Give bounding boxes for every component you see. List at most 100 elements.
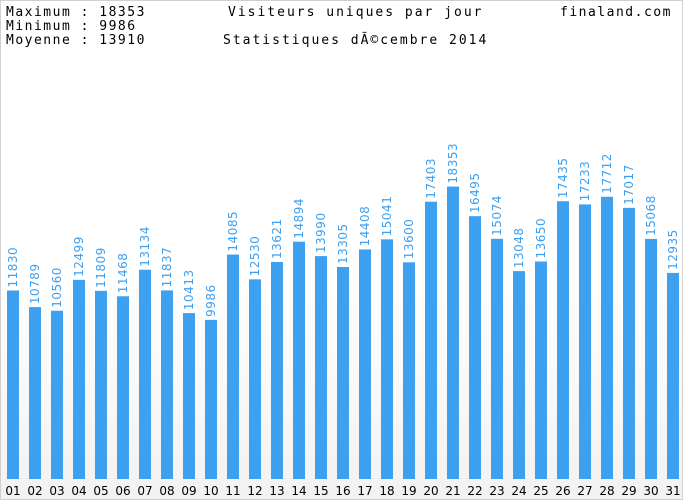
- bar-11: [227, 254, 239, 479]
- bar-13: [271, 261, 283, 479]
- maximum-stat: Maximum : 18353: [6, 5, 146, 20]
- bar-15: [315, 256, 327, 479]
- x-tick-label-02: 02: [27, 484, 42, 498]
- bar-20: [425, 201, 437, 479]
- value-label-08: 11837: [160, 247, 174, 288]
- bar-14: [293, 241, 305, 479]
- bar-29: [623, 207, 635, 479]
- x-tick-label-28: 28: [599, 484, 614, 498]
- x-tick-label-26: 26: [555, 484, 570, 498]
- bar-06: [117, 296, 129, 479]
- x-tick-label-11: 11: [225, 484, 240, 498]
- value-label-27: 17233: [578, 161, 592, 202]
- minimum-stat: Minimum : 9986: [6, 19, 137, 34]
- value-label-31: 12935: [666, 229, 680, 270]
- value-label-04: 12499: [72, 236, 86, 277]
- average-stat: Moyenne : 13910: [6, 33, 146, 48]
- value-label-15: 13990: [314, 212, 328, 253]
- value-label-18: 15041: [380, 196, 394, 237]
- x-tick-label-29: 29: [621, 484, 636, 498]
- bar-24: [513, 271, 525, 479]
- value-label-17: 14408: [358, 206, 372, 247]
- x-tick-label-05: 05: [93, 484, 108, 498]
- value-label-28: 17712: [600, 153, 614, 194]
- value-label-20: 17403: [424, 158, 438, 199]
- x-tick-label-07: 07: [137, 484, 152, 498]
- value-label-12: 12530: [248, 236, 262, 277]
- x-tick-label-19: 19: [401, 484, 416, 498]
- x-tick-label-03: 03: [49, 484, 64, 498]
- value-label-10: 9986: [204, 284, 218, 317]
- bar-23: [491, 238, 503, 479]
- bar-08: [161, 290, 173, 479]
- bar-05: [95, 290, 107, 479]
- x-tick-label-08: 08: [159, 484, 174, 498]
- x-tick-label-04: 04: [71, 484, 86, 498]
- bar-26: [557, 201, 569, 479]
- value-label-01: 11830: [6, 247, 20, 288]
- value-label-13: 13621: [270, 218, 284, 259]
- value-label-07: 13134: [138, 226, 152, 267]
- bar-22: [469, 216, 481, 479]
- site-name: finaland.com: [560, 5, 672, 20]
- x-tick-label-09: 09: [181, 484, 196, 498]
- value-label-19: 13600: [402, 219, 416, 260]
- bar-01: [7, 290, 19, 479]
- x-tick-label-23: 23: [489, 484, 504, 498]
- bar-21: [447, 186, 459, 479]
- x-tick-label-14: 14: [291, 484, 306, 498]
- bar-31: [667, 272, 679, 479]
- value-label-09: 10413: [182, 269, 196, 310]
- value-label-14: 14894: [292, 198, 306, 239]
- value-label-02: 10789: [28, 263, 42, 304]
- value-label-22: 16495: [468, 172, 482, 213]
- bar-18: [381, 239, 393, 479]
- chart-subtitle: Statistiques dÃ©cembre 2014: [223, 33, 489, 48]
- x-tick-label-13: 13: [269, 484, 284, 498]
- bar-30: [645, 238, 657, 479]
- value-label-05: 11809: [94, 247, 108, 288]
- value-label-26: 17435: [556, 158, 570, 199]
- value-label-30: 15068: [644, 195, 658, 236]
- x-tick-label-31: 31: [665, 484, 680, 498]
- bar-10: [205, 319, 217, 479]
- value-label-23: 15074: [490, 195, 504, 236]
- bar-07: [139, 269, 151, 479]
- x-tick-label-16: 16: [335, 484, 350, 498]
- bar-04: [73, 279, 85, 479]
- bar-02: [29, 307, 41, 479]
- x-tick-label-22: 22: [467, 484, 482, 498]
- value-label-06: 11468: [116, 253, 130, 294]
- x-tick-label-21: 21: [445, 484, 460, 498]
- x-tick-label-25: 25: [533, 484, 548, 498]
- x-tick-label-10: 10: [203, 484, 218, 498]
- value-label-16: 13305: [336, 223, 350, 264]
- value-label-25: 13650: [534, 218, 548, 259]
- x-tick-label-12: 12: [247, 484, 262, 498]
- value-label-21: 18353: [446, 143, 460, 184]
- x-tick-label-17: 17: [357, 484, 372, 498]
- bar-03: [51, 310, 63, 479]
- value-label-24: 13048: [512, 227, 526, 268]
- x-tick-label-01: 01: [5, 484, 20, 498]
- x-tick-label-18: 18: [379, 484, 394, 498]
- value-label-03: 10560: [50, 267, 64, 308]
- value-label-29: 17017: [622, 164, 636, 205]
- bar-09: [183, 313, 195, 479]
- bar-19: [403, 262, 415, 479]
- x-tick-label-30: 30: [643, 484, 658, 498]
- bar-17: [359, 249, 371, 479]
- bar-27: [579, 204, 591, 479]
- bar-16: [337, 267, 349, 479]
- x-tick-label-27: 27: [577, 484, 592, 498]
- bar-25: [535, 261, 547, 479]
- x-tick-label-24: 24: [511, 484, 526, 498]
- x-tick-label-06: 06: [115, 484, 130, 498]
- x-tick-label-15: 15: [313, 484, 328, 498]
- chart-title: Visiteurs uniques par jour: [228, 5, 484, 20]
- bar-28: [601, 196, 613, 479]
- x-tick-label-20: 20: [423, 484, 438, 498]
- bar-12: [249, 279, 261, 479]
